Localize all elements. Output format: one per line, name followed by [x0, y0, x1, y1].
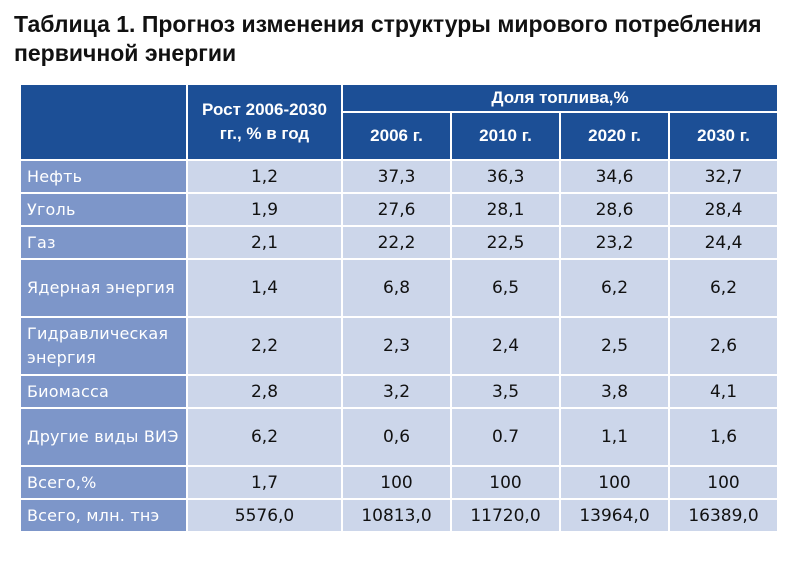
share-cell: 27,6: [343, 194, 450, 225]
year-header-row: 2006 г. 2010 г. 2020 г. 2030 г.: [21, 113, 777, 159]
table-row: Нефть 1,2 37,3 36,3 34,6 32,7: [21, 161, 777, 192]
growth-cell: 2,2: [188, 318, 341, 374]
growth-cell: 1,2: [188, 161, 341, 192]
year-header: 2030 г.: [670, 113, 777, 159]
row-label: Уголь: [21, 194, 186, 225]
share-cell: 11720,0: [452, 500, 559, 531]
share-cell: 22,2: [343, 227, 450, 258]
share-cell: 100: [561, 467, 668, 498]
growth-cell: 5576,0: [188, 500, 341, 531]
share-cell: 24,4: [670, 227, 777, 258]
growth-cell: 1,4: [188, 260, 341, 316]
share-cell: 0.7: [452, 409, 559, 465]
row-label: Гидравлическая энергия: [21, 318, 186, 374]
growth-cell: 2,1: [188, 227, 341, 258]
share-cell: 10813,0: [343, 500, 450, 531]
share-cell: 100: [452, 467, 559, 498]
growth-cell: 2,8: [188, 376, 341, 407]
table-row: Всего, млн. тнэ 5576,0 10813,0 11720,0 1…: [21, 500, 777, 531]
header-row: Рост 2006-2030 гг., % в год Доля топлива…: [21, 85, 777, 159]
growth-cell: 1,7: [188, 467, 341, 498]
share-cell: 2,5: [561, 318, 668, 374]
share-cell: 16389,0: [670, 500, 777, 531]
share-cell: 100: [670, 467, 777, 498]
share-cell: 100: [343, 467, 450, 498]
share-cell: 2,6: [670, 318, 777, 374]
corner-cell: [21, 85, 186, 159]
year-header: 2006 г.: [343, 113, 450, 159]
share-cell: 36,3: [452, 161, 559, 192]
share-cell: 28,6: [561, 194, 668, 225]
row-label: Другие виды ВИЭ: [21, 409, 186, 465]
share-cell: 28,1: [452, 194, 559, 225]
table-title: Таблица 1. Прогноз изменения структуры м…: [14, 11, 762, 66]
share-cell: 22,5: [452, 227, 559, 258]
growth-cell: 1,9: [188, 194, 341, 225]
share-cell: 3,8: [561, 376, 668, 407]
table-row: Газ 2,1 22,2 22,5 23,2 24,4: [21, 227, 777, 258]
growth-header: Рост 2006-2030 гг., % в год: [188, 85, 341, 159]
share-cell: 3,2: [343, 376, 450, 407]
share-cell: 6,2: [561, 260, 668, 316]
row-label: Газ: [21, 227, 186, 258]
share-cell: 1,1: [561, 409, 668, 465]
year-header: 2010 г.: [452, 113, 559, 159]
share-cell: 6,2: [670, 260, 777, 316]
share-cell: 2,3: [343, 318, 450, 374]
row-label: Всего, млн. тнэ: [21, 500, 186, 531]
growth-cell: 6,2: [188, 409, 341, 465]
share-cell: 2,4: [452, 318, 559, 374]
share-cell: 28,4: [670, 194, 777, 225]
share-cell: 6,8: [343, 260, 450, 316]
row-label: Нефть: [21, 161, 186, 192]
growth-header-text: Рост 2006-2030 гг., % в год: [202, 100, 327, 143]
share-cell: 0,6: [343, 409, 450, 465]
share-cell: 34,6: [561, 161, 668, 192]
share-cell: 3,5: [452, 376, 559, 407]
table-row: Всего,% 1,7 100 100 100 100: [21, 467, 777, 498]
share-cell: 1,6: [670, 409, 777, 465]
table-row: Уголь 1,9 27,6 28,1 28,6 28,4: [21, 194, 777, 225]
share-cell: 6,5: [452, 260, 559, 316]
table-row: Ядерная энергия 1,4 6,8 6,5 6,2 6,2: [21, 260, 777, 316]
year-header: 2020 г.: [561, 113, 668, 159]
share-cell: 23,2: [561, 227, 668, 258]
row-label: Биомасса: [21, 376, 186, 407]
share-cell: 13964,0: [561, 500, 668, 531]
energy-table: Рост 2006-2030 гг., % в год Доля топлива…: [19, 83, 779, 533]
share-cell: 32,7: [670, 161, 777, 192]
table-row: Гидравлическая энергия 2,2 2,3 2,4 2,5 2…: [21, 318, 777, 374]
share-cell: 4,1: [670, 376, 777, 407]
share-header: Доля топлива,%: [343, 85, 777, 111]
table-row: Другие виды ВИЭ 6,2 0,6 0.7 1,1 1,6: [21, 409, 777, 465]
table-row: Биомасса 2,8 3,2 3,5 3,8 4,1: [21, 376, 777, 407]
share-cell: 37,3: [343, 161, 450, 192]
row-label: Всего,%: [21, 467, 186, 498]
row-label: Ядерная энергия: [21, 260, 186, 316]
